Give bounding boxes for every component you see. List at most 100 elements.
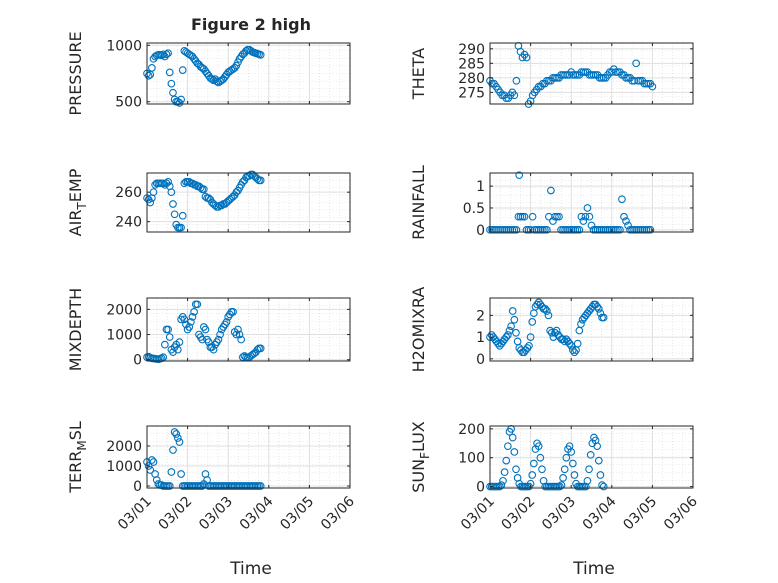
data-point xyxy=(499,476,507,485)
data-point xyxy=(230,64,239,72)
y-tick-label: 0 xyxy=(476,480,485,496)
data-point xyxy=(560,465,569,474)
data-point xyxy=(177,95,185,104)
data-point xyxy=(512,328,520,337)
data-point xyxy=(512,76,521,85)
y-tick-label: 200 xyxy=(458,422,485,438)
data-point xyxy=(562,453,571,462)
data-point xyxy=(559,335,567,344)
data-point xyxy=(167,188,176,197)
data-point xyxy=(157,354,166,363)
subplot-6: 0 1 2 H2OMIXRA xyxy=(409,287,694,372)
data-point xyxy=(235,330,244,339)
data-point xyxy=(568,459,577,468)
data-point xyxy=(614,225,622,234)
data-point xyxy=(164,178,172,186)
data-point xyxy=(523,344,532,352)
data-point xyxy=(144,462,153,470)
data-point xyxy=(177,223,185,232)
data-point xyxy=(555,482,564,491)
data-point xyxy=(256,482,265,490)
data-point xyxy=(565,339,574,348)
data-point xyxy=(208,75,216,83)
data-point xyxy=(529,459,538,468)
data-point xyxy=(214,335,223,344)
subplot-1: 500 1000 PRESSURE xyxy=(66,31,351,116)
subplot-4: 0 0.5 1 RAINFALL xyxy=(409,165,694,240)
data-point xyxy=(495,482,504,491)
data-point xyxy=(646,225,655,234)
data-point xyxy=(547,186,555,195)
data-point xyxy=(552,326,561,335)
data-point xyxy=(190,308,198,316)
data-point xyxy=(510,315,519,324)
y-tick-label: 2 xyxy=(476,308,485,324)
data-point xyxy=(174,434,182,442)
data-point xyxy=(174,345,182,354)
data-point xyxy=(622,74,630,82)
data-point xyxy=(175,438,184,446)
axes-box xyxy=(146,297,351,362)
data-point xyxy=(634,76,643,85)
data-point xyxy=(515,171,524,180)
data-point xyxy=(159,50,168,59)
y-tick-label: 1000 xyxy=(106,38,142,54)
axes-box xyxy=(146,172,351,233)
data-point xyxy=(186,318,195,326)
data-point xyxy=(585,465,593,474)
subplot-3: 240 260 AIRTEMP xyxy=(66,168,351,236)
data-point xyxy=(575,225,584,234)
data-point xyxy=(540,225,549,234)
data-point xyxy=(538,465,546,474)
subplot-5: 0 1000 2000 MIXDEPTH xyxy=(66,288,351,371)
data-point xyxy=(494,339,502,348)
data-point xyxy=(618,195,626,204)
data-point xyxy=(165,68,174,77)
data-point xyxy=(144,71,153,80)
y-tick-label: 290 xyxy=(458,42,485,58)
y-tick-label: 2000 xyxy=(106,302,142,318)
data-point xyxy=(528,212,537,221)
data-point xyxy=(559,474,567,482)
data-point xyxy=(520,212,529,221)
data-point xyxy=(589,71,598,79)
data-point xyxy=(525,341,533,350)
data-point xyxy=(512,225,521,234)
data-point xyxy=(594,305,603,313)
y-tick-label: 100 xyxy=(458,451,485,467)
right-column-xlabel: Time xyxy=(572,559,615,579)
data-point xyxy=(612,68,620,76)
y-tick-label: 260 xyxy=(115,185,142,201)
axes-box xyxy=(489,172,694,233)
data-point xyxy=(178,211,187,220)
figure-title: Figure 2 high xyxy=(191,15,311,34)
y-axis-label: SUNFLUX xyxy=(409,421,432,493)
data-point xyxy=(577,320,585,328)
data-point xyxy=(518,212,527,221)
data-point xyxy=(188,313,197,321)
data-point xyxy=(544,311,553,320)
data-point xyxy=(570,348,579,357)
data-point xyxy=(594,456,603,465)
data-point xyxy=(159,179,168,188)
data-point xyxy=(510,225,519,234)
data-point xyxy=(508,433,517,442)
data-point xyxy=(256,176,265,185)
data-point xyxy=(169,200,177,208)
data-point xyxy=(157,51,166,60)
data-point xyxy=(164,325,172,334)
data-point xyxy=(570,471,579,479)
data-point xyxy=(616,225,624,234)
data-point xyxy=(583,204,592,212)
axes-box xyxy=(146,425,351,489)
data-point xyxy=(585,212,594,221)
data-point xyxy=(593,442,602,451)
data-point xyxy=(622,217,630,225)
data-point xyxy=(528,318,537,326)
data-point xyxy=(512,465,520,474)
data-point xyxy=(149,458,158,466)
data-point xyxy=(599,482,608,491)
y-tick-label: 0 xyxy=(133,479,142,495)
data-point xyxy=(620,212,628,221)
data-point xyxy=(216,330,224,339)
